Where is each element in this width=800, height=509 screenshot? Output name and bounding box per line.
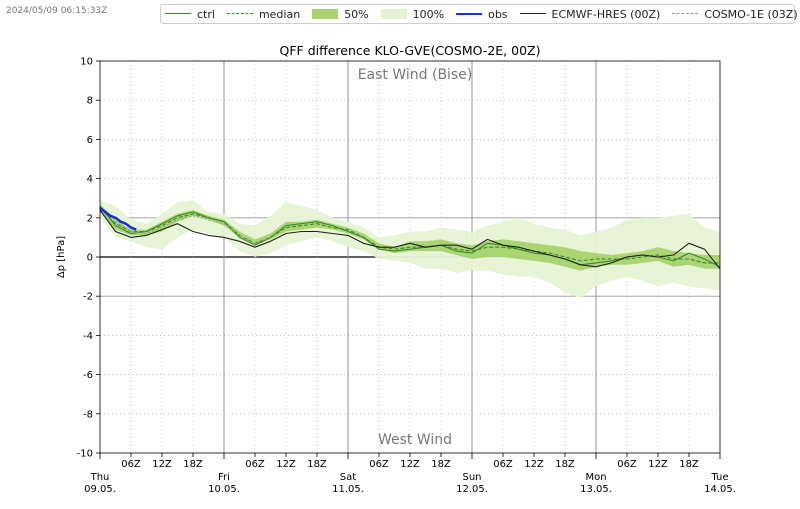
legend-label: median bbox=[258, 7, 301, 21]
x-tick-label: 06Z bbox=[245, 459, 265, 470]
series-median bbox=[99, 207, 720, 264]
x-tick-label: 12Z bbox=[400, 459, 420, 470]
chart-title: QFF difference KLO-GVE(COSMO-2E, 00Z) bbox=[280, 43, 541, 58]
legend-swatch bbox=[456, 9, 483, 19]
legend-swatch bbox=[165, 9, 191, 19]
x-tick-label: 18Z bbox=[555, 459, 575, 470]
x-date-label: 14.05. bbox=[704, 484, 736, 495]
legend-swatch bbox=[226, 9, 253, 19]
y-tick-label: -6 bbox=[83, 370, 93, 381]
series-ecmwf-hres-00z bbox=[99, 209, 721, 270]
y-tick-label: 8 bbox=[87, 96, 93, 107]
x-day-label: Fri bbox=[218, 472, 230, 483]
legend-swatch bbox=[380, 9, 407, 19]
legend-swatch bbox=[672, 9, 699, 19]
x-tick-label: 06Z bbox=[493, 459, 513, 470]
legend-item: ECMWF-HRES (00Z) bbox=[519, 7, 661, 21]
x-tick-label: 18Z bbox=[183, 459, 203, 470]
legend-item: COSMO-1E (03Z) bbox=[672, 7, 798, 21]
timestamp: 2024/05/09 06:15:33Z bbox=[6, 6, 108, 16]
y-tick-label: -10 bbox=[77, 449, 93, 460]
x-day-label: Sun bbox=[462, 472, 481, 483]
legend-swatch bbox=[312, 9, 339, 19]
legend: ctrl median 50% 100% obs ECMWF-HRES (00Z) COSM… bbox=[160, 4, 798, 24]
legend-label: 50% bbox=[344, 7, 369, 21]
x-tick-label: 12Z bbox=[524, 459, 544, 470]
legend-label: obs bbox=[488, 7, 508, 21]
x-day-label: Sat bbox=[340, 472, 356, 483]
x-day-label: Tue bbox=[710, 472, 728, 483]
legend-label: ctrl bbox=[197, 7, 215, 21]
annotation-east-wind: East Wind (Bise) bbox=[358, 67, 473, 83]
x-date-label: 09.05. bbox=[84, 484, 116, 495]
x-day-label: Mon bbox=[585, 472, 606, 483]
y-tick-label: 4 bbox=[87, 174, 93, 185]
x-tick-label: 12Z bbox=[648, 459, 668, 470]
x-tick-label: 18Z bbox=[307, 459, 327, 470]
series-ctrl bbox=[99, 205, 721, 268]
legend-label: COSMO-1E (03Z) bbox=[704, 7, 798, 21]
x-tick-label: 18Z bbox=[679, 459, 699, 470]
x-tick-label: 06Z bbox=[617, 459, 637, 470]
legend-swatch bbox=[519, 9, 546, 19]
x-day-label: Thu bbox=[90, 472, 110, 483]
x-date-label: 13.05. bbox=[580, 484, 612, 495]
legend-item: median bbox=[226, 7, 301, 21]
y-tick-label: 10 bbox=[80, 57, 93, 68]
series-lines bbox=[99, 205, 721, 270]
annotation-west-wind: West Wind bbox=[378, 432, 452, 448]
legend-item: 50% bbox=[312, 7, 369, 21]
y-tick-label: -4 bbox=[83, 331, 93, 342]
x-tick-label: 18Z bbox=[431, 459, 451, 470]
series-cosmo-1e-03z bbox=[115, 215, 271, 244]
band-50pct bbox=[100, 204, 720, 271]
y-tick-label: -8 bbox=[83, 409, 93, 420]
x-tick-label: 06Z bbox=[121, 459, 141, 470]
legend-item: obs bbox=[456, 7, 508, 21]
x-date-label: 11.05. bbox=[332, 484, 364, 495]
x-date-label: 10.05. bbox=[208, 484, 240, 495]
x-date-label: 12.05. bbox=[456, 484, 488, 495]
x-tick-label: 06Z bbox=[369, 459, 389, 470]
y-tick-label: -2 bbox=[83, 292, 93, 303]
y-tick-label: 6 bbox=[87, 135, 93, 146]
y-tick-label: 0 bbox=[87, 253, 93, 264]
y-axis-label: Δp [hPa] bbox=[56, 236, 67, 278]
y-tick-label: 2 bbox=[87, 213, 93, 224]
axes: -10 -8 -6 -4 -2 0 2 4 6 8 10 06Z 12Z 18Z 06Z 12Z 18Z 06Z 1… bbox=[77, 57, 736, 496]
legend-item: ctrl bbox=[165, 8, 215, 21]
series-obs bbox=[99, 206, 137, 231]
x-tick-label: 12Z bbox=[152, 459, 172, 470]
legend-item: 100% bbox=[380, 7, 445, 21]
x-tick-label: 12Z bbox=[276, 459, 296, 470]
legend-label: ECMWF-HRES (00Z) bbox=[551, 7, 661, 21]
legend-label: 100% bbox=[412, 7, 445, 21]
